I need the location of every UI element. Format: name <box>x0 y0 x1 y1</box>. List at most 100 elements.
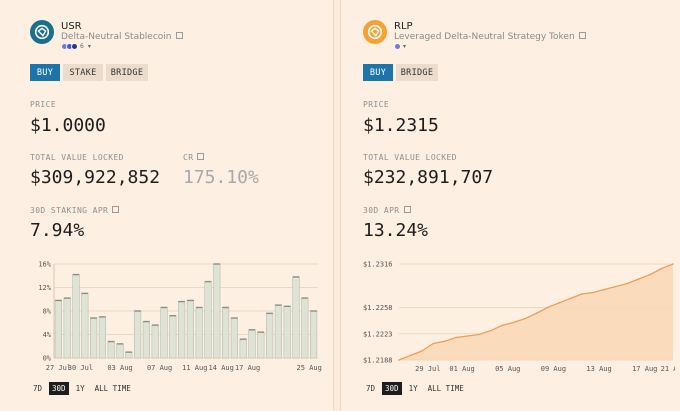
chevron-down-icon: ▾ <box>87 43 91 50</box>
data-point <box>443 340 446 343</box>
chain-list[interactable]: ▾ <box>394 43 406 50</box>
timeframe-1y[interactable]: 1Y <box>408 384 418 393</box>
y-tick-label: $1.2223 <box>363 330 393 338</box>
bar <box>239 338 247 359</box>
bar <box>309 310 318 359</box>
data-point <box>637 278 640 280</box>
bar <box>178 301 186 359</box>
bar <box>186 300 195 359</box>
token-name: USR <box>61 21 82 32</box>
data-point <box>546 306 549 309</box>
token-description: Delta-Neutral Stablecoin <box>61 32 183 42</box>
y-tick-label: $1.2316 <box>363 261 393 269</box>
bar <box>301 297 309 359</box>
bar <box>107 341 115 359</box>
rlp-price-area-chart[interactable]: $1.2316 $1.2258 $1.2223 $1.2188 29 Jul 01 Aug… <box>359 258 675 376</box>
x-tick-label: 01 Aug <box>449 365 474 373</box>
bar <box>169 315 177 359</box>
timeframe-30d[interactable]: 30D <box>382 382 402 395</box>
data-point <box>672 263 674 265</box>
bar <box>257 331 265 359</box>
data-point <box>558 302 560 304</box>
timeframe-7d[interactable]: 7D <box>33 384 43 393</box>
data-point <box>421 350 423 352</box>
buy-button[interactable]: BUY <box>30 64 60 81</box>
bridge-button[interactable]: BRIDGE <box>396 64 438 81</box>
x-tick-label: 17 Aug <box>235 364 260 372</box>
apr-label: 30D APR <box>363 206 411 215</box>
chain-list[interactable]: 6 ▾ <box>61 43 91 50</box>
bar <box>142 321 150 359</box>
usr-timeframe-selector: 7D 30D 1Y ALL TIME <box>30 382 134 395</box>
x-tick-label: 25 Aug <box>297 364 322 372</box>
bar <box>63 297 71 359</box>
timeframe-1y[interactable]: 1Y <box>75 384 85 393</box>
token-description: Leveraged Delta-Neutral Strategy Token <box>394 32 586 42</box>
x-tick-label: 05 Aug <box>495 365 520 373</box>
stake-button[interactable]: STAKE <box>63 64 103 81</box>
usr-logo-icon <box>30 20 54 44</box>
data-point <box>580 293 583 295</box>
y-tick-label: 4% <box>43 331 52 339</box>
timeframe-7d[interactable]: 7D <box>366 384 376 393</box>
info-icon[interactable] <box>403 206 411 213</box>
apr-label-text: 30D APR <box>363 206 400 215</box>
ethereum-chain-icon <box>394 43 401 50</box>
x-tick-label: 11 Aug <box>182 364 207 372</box>
data-point <box>455 336 457 339</box>
y-tick-label: 8% <box>43 308 52 316</box>
token-description-text: Leveraged Delta-Neutral Strategy Token <box>394 32 575 42</box>
apr-label: 30D STAKING APR <box>30 206 120 215</box>
data-point <box>626 282 629 285</box>
apr-value: 13.24% <box>363 220 429 241</box>
timeframe-all-time[interactable]: ALL TIME <box>427 384 464 393</box>
bar <box>90 317 98 359</box>
data-point <box>603 288 606 291</box>
data-point <box>535 312 537 315</box>
y-tick-label: $1.2258 <box>363 304 393 312</box>
timeframe-all-time[interactable]: ALL TIME <box>94 384 131 393</box>
data-point <box>592 291 594 294</box>
info-icon[interactable] <box>112 206 120 213</box>
x-tick-label: 30 Jul <box>68 364 93 372</box>
apr-label-text: 30D STAKING APR <box>30 206 109 215</box>
info-icon[interactable] <box>197 153 205 160</box>
bar <box>116 343 124 359</box>
data-point <box>478 333 480 336</box>
cr-label: CR <box>183 153 205 162</box>
tvl-value: $232,891,707 <box>363 167 494 188</box>
data-point <box>660 267 663 270</box>
token-description-text: Delta-Neutral Stablecoin <box>61 32 172 42</box>
price-value: $1.2315 <box>363 115 439 136</box>
rlp-timeframe-selector: 7D 30D 1Y ALL TIME <box>363 382 467 395</box>
bar <box>134 310 142 359</box>
rlp-card: RLP Leveraged Delta-Neutral Strategy Tok… <box>340 0 680 411</box>
data-point <box>569 297 572 300</box>
arbitrum-chain-icon <box>71 43 78 50</box>
x-tick-label: 29 Jul <box>415 365 440 373</box>
bar <box>222 307 230 359</box>
price-label: PRICE <box>363 100 390 109</box>
x-tick-label: 07 Aug <box>147 364 172 372</box>
x-tick-label: 13 Aug <box>586 365 611 373</box>
y-tick-label: 12% <box>38 284 51 292</box>
apr-value: 7.94% <box>30 220 85 241</box>
data-point <box>466 335 469 337</box>
x-tick-label: 03 Aug <box>107 364 132 372</box>
token-name: RLP <box>394 21 413 32</box>
bar <box>274 304 283 359</box>
timeframe-30d[interactable]: 30D <box>49 382 69 395</box>
y-tick-label: 16% <box>38 261 51 269</box>
cr-value: 175.10% <box>183 167 259 188</box>
info-icon[interactable] <box>578 32 586 39</box>
x-tick-label: 21 Aug <box>661 365 675 373</box>
bridge-button[interactable]: BRIDGE <box>106 64 148 81</box>
data-point <box>512 321 514 324</box>
tvl-label: TOTAL VALUE LOCKED <box>30 153 124 162</box>
data-point <box>398 359 400 361</box>
buy-button[interactable]: BUY <box>363 64 393 81</box>
bar <box>151 324 159 359</box>
info-icon[interactable] <box>175 32 183 39</box>
data-point <box>500 324 503 327</box>
